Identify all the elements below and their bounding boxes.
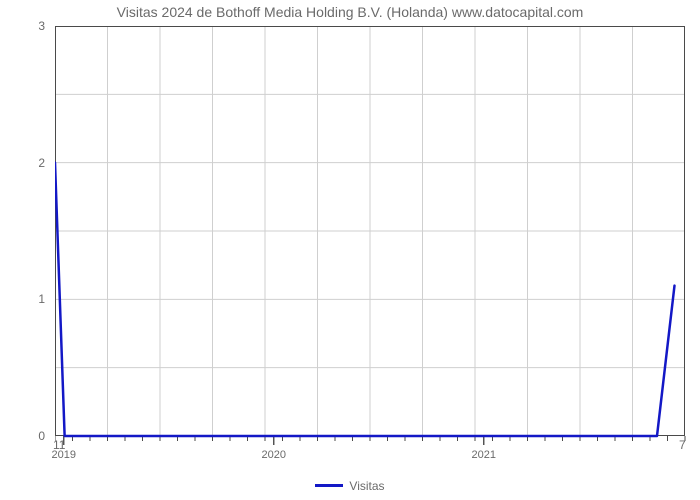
plot-area	[55, 26, 685, 436]
annotation-label: 11	[53, 438, 65, 452]
x-tick-label: 2020	[262, 449, 286, 461]
y-tick-label: 0	[0, 429, 45, 443]
legend-label: Visitas	[349, 479, 384, 493]
chart-title: Visitas 2024 de Bothoff Media Holding B.…	[0, 4, 700, 20]
y-axis-labels: 0123	[0, 26, 49, 436]
y-tick-label: 3	[0, 19, 45, 33]
chart-svg	[55, 26, 700, 456]
y-tick-label: 1	[0, 292, 45, 306]
annotation-label: 7	[679, 438, 686, 452]
y-tick-label: 2	[0, 156, 45, 170]
legend-line-icon	[315, 484, 343, 487]
x-tick-label: 2021	[472, 449, 496, 461]
chart-container: { "chart": { "type": "line", "title": "V…	[0, 0, 700, 500]
legend: Visitas	[0, 478, 700, 493]
